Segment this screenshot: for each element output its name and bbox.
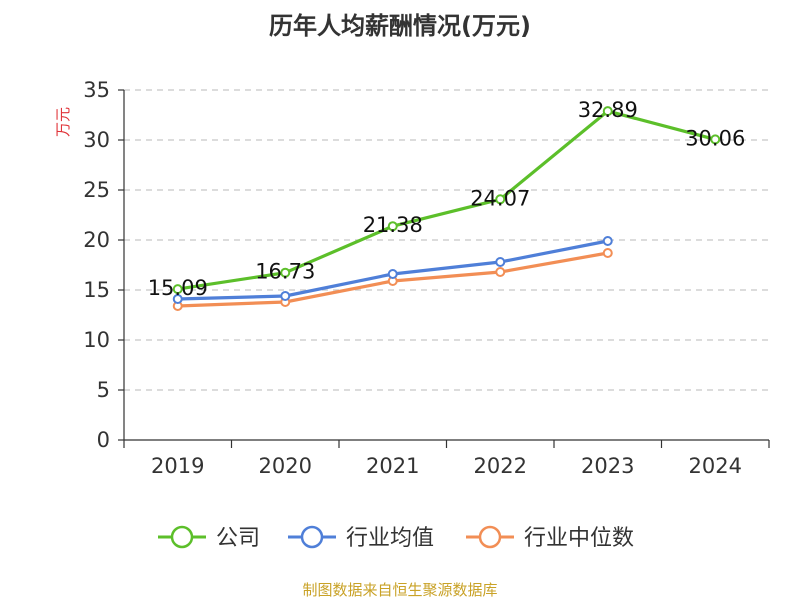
x-tick-label: 2022	[474, 454, 527, 478]
y-tick-label: 35	[83, 78, 110, 102]
source-note: 制图数据来自恒生聚源数据库	[302, 581, 497, 599]
x-tick-label: 2019	[151, 454, 204, 478]
x-tick-label: 2024	[689, 454, 742, 478]
axes	[118, 89, 770, 448]
legend-marker	[478, 525, 502, 549]
y-tick-label: 5	[97, 378, 110, 402]
x-tick-label: 2020	[259, 454, 312, 478]
y-tick-label: 30	[83, 128, 110, 152]
data-label: 24.07	[470, 186, 530, 210]
data-labels: 15.09 16.73 21.38 24.07 32.89 30.06	[148, 98, 746, 300]
y-tick-label: 10	[83, 328, 110, 352]
x-tick-label: 2021	[366, 454, 419, 478]
tick-labels: 0 5 10 15 20 25 30 35 2019 2020 2021 2022 2023 2024	[83, 78, 742, 478]
data-point[interactable]	[710, 134, 721, 145]
y-tick-label: 20	[83, 228, 110, 252]
chart-title: 历年人均薪酬情况(万元)	[269, 12, 531, 40]
series-group	[172, 106, 721, 311]
data-point[interactable]	[495, 257, 506, 267]
series-line	[176, 109, 717, 291]
y-tick-label: 0	[97, 428, 110, 452]
legend-item-0[interactable]: 公司	[158, 525, 260, 551]
data-point[interactable]	[280, 267, 291, 278]
legend-label: 公司	[216, 526, 260, 551]
data-label: 30.06	[685, 126, 745, 150]
data-point[interactable]	[172, 284, 183, 295]
legend-marker	[300, 525, 324, 549]
y-tick-label: 15	[83, 278, 110, 302]
x-tick-label: 2023	[581, 454, 634, 478]
legend-label: 行业中位数	[524, 526, 634, 551]
data-point[interactable]	[495, 267, 506, 277]
data-point[interactable]	[387, 221, 398, 232]
y-axis-label: 万元	[54, 107, 72, 137]
data-point[interactable]	[602, 248, 613, 258]
data-label: 16.73	[255, 260, 315, 284]
data-point[interactable]	[387, 269, 398, 279]
grid-lines	[124, 89, 769, 391]
data-point[interactable]	[495, 194, 506, 205]
legend-label: 行业均值	[346, 526, 434, 551]
data-point[interactable]	[602, 236, 613, 246]
data-point[interactable]	[602, 106, 613, 117]
legend-item-1[interactable]: 行业均值	[288, 525, 434, 551]
legend[interactable]: 公司 行业均值 行业中位数	[158, 525, 634, 551]
data-label: 32.89	[578, 98, 638, 122]
data-point[interactable]	[172, 294, 183, 304]
series-0	[172, 106, 721, 295]
legend-marker	[170, 525, 194, 549]
data-point[interactable]	[280, 291, 291, 301]
series-1	[172, 236, 613, 304]
data-label: 15.09	[148, 276, 208, 300]
data-label: 21.38	[363, 213, 423, 237]
y-tick-label: 25	[83, 178, 110, 202]
legend-item-2[interactable]: 行业中位数	[466, 525, 634, 551]
